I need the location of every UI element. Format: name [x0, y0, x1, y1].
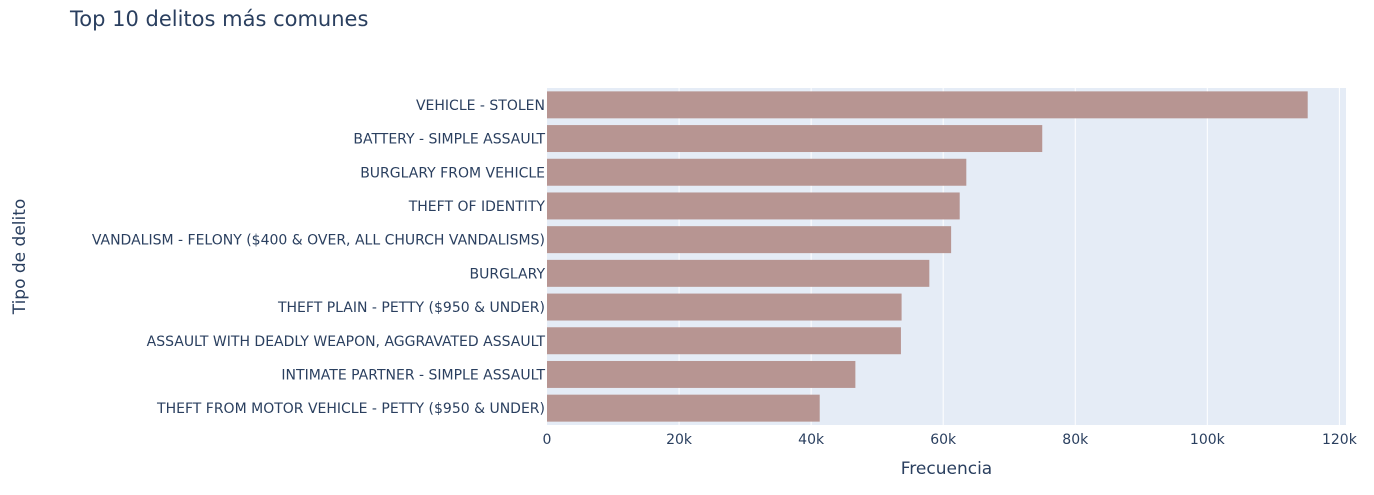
x-tick-label: 80k	[1062, 432, 1089, 448]
bar	[547, 394, 820, 422]
category-label: INTIMATE PARTNER - SIMPLE ASSAULT	[281, 367, 545, 383]
category-labels: VEHICLE - STOLEN BATTERY - SIMPLE ASSAULT…	[92, 98, 546, 417]
chart-title: Top 10 delitos más comunes	[69, 7, 368, 31]
x-tick-label: 120k	[1322, 432, 1358, 448]
bar	[547, 91, 1308, 119]
bar	[547, 327, 901, 355]
category-label: VANDALISM - FELONY ($400 & OVER, ALL CHU…	[92, 233, 545, 249]
category-label: THEFT OF IDENTITY	[408, 199, 546, 215]
bars	[547, 91, 1308, 422]
bar	[547, 360, 856, 388]
category-label: ASSAULT WITH DEADLY WEAPON, AGGRAVATED A…	[147, 334, 546, 350]
bar	[547, 293, 902, 321]
x-tick-label: 0	[543, 432, 552, 448]
category-label: BATTERY - SIMPLE ASSAULT	[353, 132, 545, 148]
bar	[547, 192, 960, 220]
x-tick-label: 60k	[930, 432, 957, 448]
category-label: BURGLARY	[469, 266, 545, 282]
bar	[547, 125, 1043, 153]
x-axis-title: Frecuencia	[901, 459, 992, 479]
category-label: THEFT FROM MOTOR VEHICLE - PETTY ($950 &…	[156, 401, 545, 417]
x-tick-labels: 0 20k 40k 60k 80k 100k 120k	[543, 432, 1358, 448]
category-label: THEFT PLAIN - PETTY ($950 & UNDER)	[277, 300, 545, 316]
category-label: VEHICLE - STOLEN	[416, 98, 545, 114]
x-tick-label: 40k	[798, 432, 825, 448]
bar	[547, 226, 952, 254]
x-tick-label: 20k	[666, 432, 693, 448]
y-axis-title: Tipo de delito	[10, 199, 30, 316]
bar	[547, 259, 930, 287]
x-tick-label: 100k	[1190, 432, 1226, 448]
bar	[547, 158, 967, 186]
category-label: BURGLARY FROM VEHICLE	[360, 165, 545, 181]
